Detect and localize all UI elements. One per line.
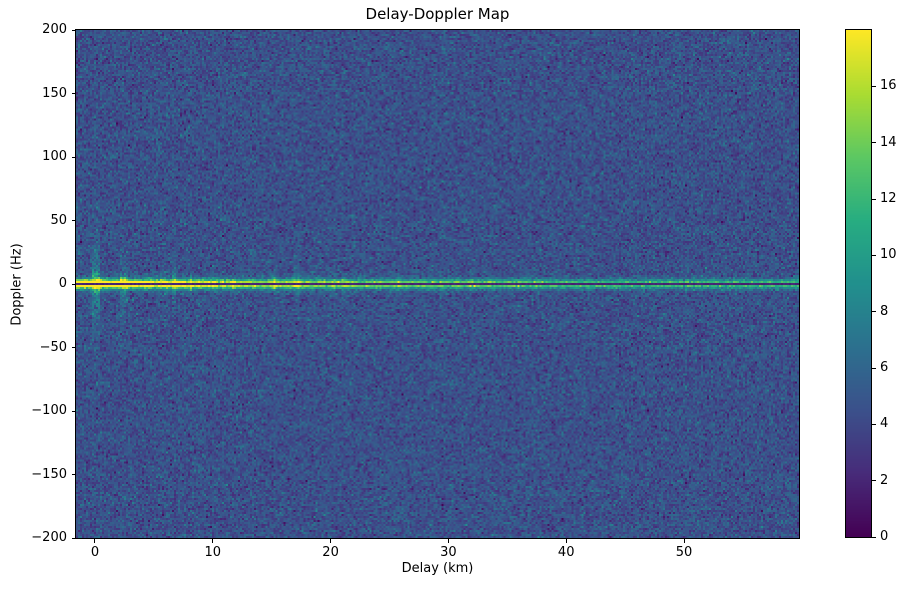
y-tick-mark	[72, 220, 76, 221]
heatmap-canvas	[76, 30, 799, 538]
colorbar-canvas	[846, 30, 871, 537]
colorbar-tick-label: 8	[880, 303, 889, 319]
y-tick-mark	[72, 93, 76, 94]
x-tick-mark	[683, 539, 685, 543]
y-tick-mark	[72, 537, 76, 539]
colorbar-tick-mark	[872, 254, 876, 256]
y-tick-label: 150	[42, 85, 67, 101]
colorbar-tick-label: 2	[880, 472, 889, 488]
colorbar-tick-mark	[872, 480, 876, 482]
colorbar-tick-label: 0	[880, 529, 889, 544]
colorbar-tick-label: 4	[880, 416, 889, 432]
x-tick-label: 40	[557, 545, 575, 560]
x-tick-mark	[94, 539, 96, 543]
x-tick-mark	[212, 539, 214, 543]
y-tick-mark	[72, 29, 76, 31]
y-tick-mark	[72, 347, 76, 348]
colorbar-tick-mark	[872, 536, 876, 538]
y-tick-label: −150	[31, 466, 67, 482]
y-tick-label: −50	[39, 339, 67, 355]
colorbar-tick-label: 6	[880, 360, 889, 375]
y-tick-label: −100	[31, 403, 67, 418]
colorbar-tick-mark	[872, 198, 876, 200]
y-tick-mark	[72, 474, 76, 475]
y-tick-mark	[72, 283, 76, 285]
colorbar-ticks: 0 2 4 6 8 10 12 14 16	[872, 30, 906, 544]
x-axis-ticks: 0 10 20 30 40 50	[76, 539, 799, 565]
colorbar-tick-mark	[872, 311, 876, 313]
y-tick-label: 50	[50, 212, 67, 228]
x-tick-label: 20	[322, 545, 339, 560]
colorbar-tick-label: 10	[880, 247, 897, 263]
x-tick-mark	[447, 539, 449, 543]
y-tick-label: 200	[42, 22, 67, 37]
colorbar-tick-mark	[872, 85, 876, 87]
x-tick-mark	[330, 539, 332, 543]
colorbar-tick-mark	[872, 142, 876, 144]
colorbar-tick-mark	[872, 367, 876, 369]
x-tick-label: 30	[440, 545, 457, 560]
x-tick-label: 10	[204, 545, 222, 560]
colorbar-tick-mark	[872, 423, 876, 425]
colorbar-tick-label: 12	[880, 191, 897, 206]
x-axis-label: Delay (km)	[401, 561, 474, 576]
x-tick-mark	[565, 539, 567, 543]
colorbar-tick-label: 14	[880, 134, 897, 150]
y-tick-mark	[72, 156, 76, 158]
y-tick-label: −200	[31, 530, 67, 545]
x-tick-label: 50	[675, 545, 693, 560]
y-axis-ticks: 200 150 100 50 0 −50 −100 −150 −200	[0, 22, 76, 545]
colorbar-tick-label: 16	[880, 78, 897, 94]
y-tick-mark	[72, 410, 76, 412]
x-tick-label: 0	[90, 545, 100, 560]
plot-area	[75, 29, 800, 539]
colorbar	[845, 29, 872, 538]
chart-title: Delay-Doppler Map	[365, 5, 510, 23]
y-tick-label: 0	[58, 276, 67, 291]
y-tick-label: 100	[42, 149, 67, 164]
